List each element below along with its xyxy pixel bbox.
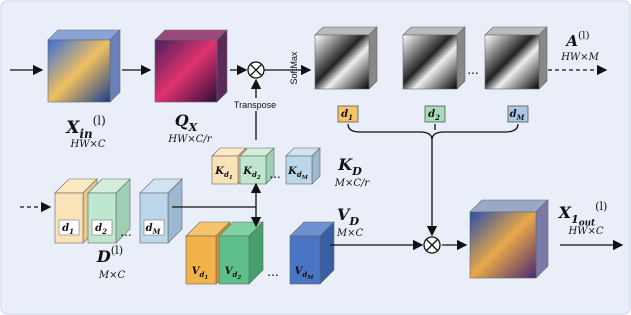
label-base: d [62,223,69,234]
label-subsub: 1 [229,175,233,181]
shape-label: M×C [336,228,364,239]
label-base: D [96,247,111,266]
multiply [248,62,264,78]
ellipsis: ... [267,265,278,279]
label-base: Q [175,111,189,130]
label-sub: 1 [69,227,74,236]
x-out-cube [470,200,548,278]
label-sub: 2 [434,113,440,122]
attention-map [315,27,377,89]
label-subsub: 2 [236,275,241,281]
attention-map [485,27,547,89]
label-sup: (l) [578,30,590,42]
cube-side [369,27,377,89]
diagram: Transpose SoftMax ... Xin(l) HW×C QX HW×… [0,0,631,315]
label-sub: M [152,227,161,236]
cube-face [403,35,457,89]
ellipsis: ... [120,225,131,239]
cube-side [217,30,227,102]
label-subsub: M [301,175,309,181]
label-sub: D [351,164,362,178]
label-subsub: M [306,275,314,281]
label-sub: 1 [348,113,353,122]
cube-top [48,30,120,40]
label-subsub: 1 [204,275,208,281]
cube-face [48,40,110,102]
label-sup: (l) [595,200,607,213]
cube-side [457,27,465,89]
cube-face [485,35,539,89]
q-x-cube [155,30,227,102]
shape-label: M×C [98,270,126,281]
label-base: K [337,155,353,174]
x-in-cube [48,30,120,102]
shape-label: HW×C [69,139,105,150]
label-sub: 2 [101,227,107,236]
multiply [424,237,440,253]
label-sub: D [348,214,359,228]
cube-face [470,212,536,278]
label-base: d [341,109,348,120]
shape-label: HW×M [560,52,599,63]
label-sub: M [516,113,525,122]
softmax-label: SoftMax [289,51,299,85]
cube-face [155,40,217,102]
shape-label: M×C/r [334,178,371,189]
attention-map [403,27,465,89]
shape-label: HW×C [567,226,603,237]
label-subsub: 2 [256,175,261,181]
cube-side [110,30,120,102]
ellipsis: ... [467,63,478,77]
label-sub: X [188,120,199,134]
cube-side [536,200,548,278]
label-base: A [564,32,578,50]
transpose-label: Transpose [234,100,276,110]
cube-side [539,27,547,89]
cube-top [470,200,548,212]
shape-label: HW×C/r [167,134,212,145]
label-base: d [428,109,435,120]
cube-top [315,27,377,35]
label-base: d [146,223,153,234]
cube-face [315,35,369,89]
cube-top [485,27,547,35]
ellipsis: ... [269,167,280,181]
label-sub: 1 [571,212,579,226]
label-sup: (l) [111,244,123,257]
cube-top [403,27,465,35]
label-base: d [510,109,517,120]
label-base: d [95,223,102,234]
cube-top [155,30,227,40]
label-sup: (l) [93,114,106,128]
label-base: X [65,118,80,138]
label-base: X [558,203,572,222]
